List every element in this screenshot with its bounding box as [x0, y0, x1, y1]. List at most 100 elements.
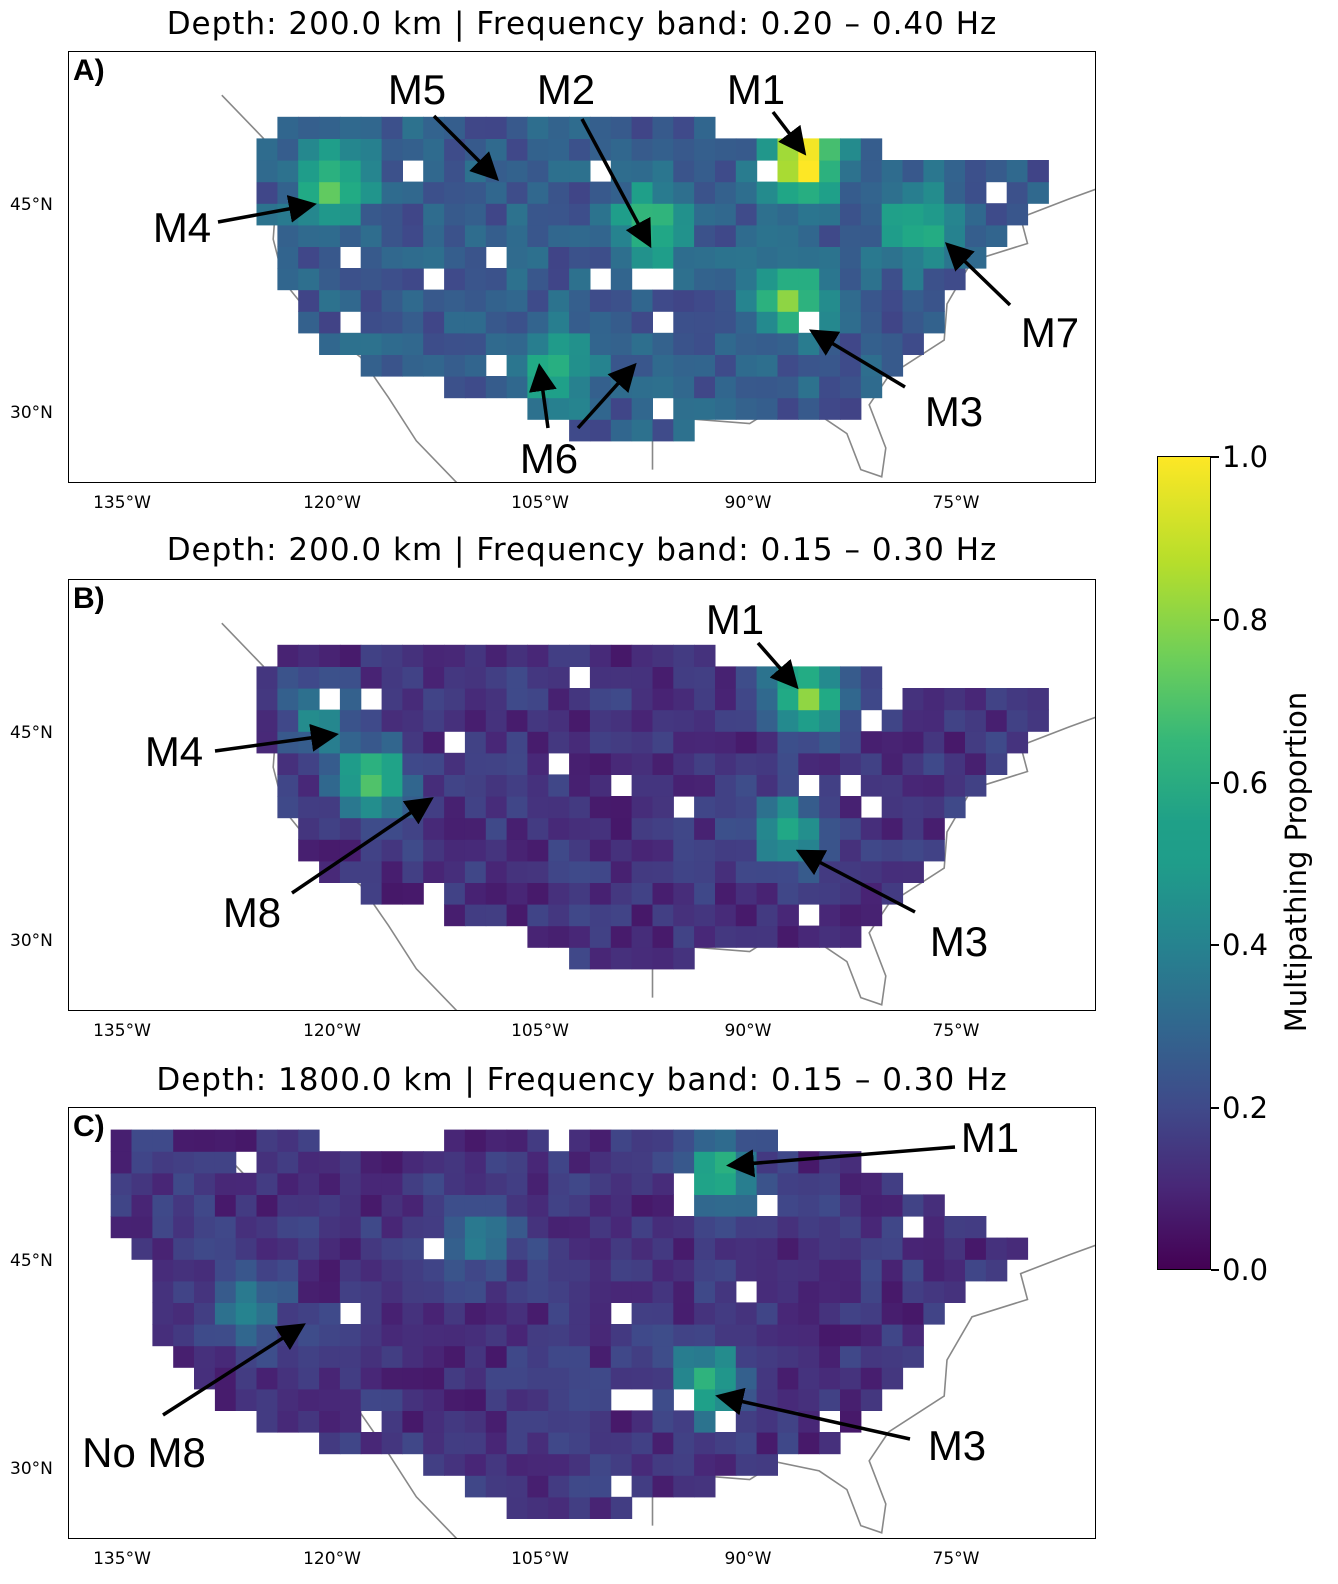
heatmap-cell: [860, 332, 883, 355]
heatmap-cell: [423, 289, 445, 312]
heatmap-cell: [360, 1432, 383, 1455]
heatmap-cell: [506, 1280, 528, 1303]
heatmap-cell: [360, 752, 383, 775]
heatmap-cell: [631, 644, 653, 667]
heatmap-cell: [735, 160, 758, 183]
heatmap-cell: [444, 203, 466, 226]
heatmap-cell: [485, 1302, 508, 1325]
x-tick: 135°W: [93, 1549, 151, 1569]
heatmap-cell: [652, 116, 674, 139]
heatmap-cell: [173, 1216, 195, 1239]
heatmap-cell: [923, 1194, 945, 1217]
heatmap-cell: [673, 947, 695, 970]
heatmap-cell: [360, 1345, 383, 1368]
heatmap-cell: [610, 1453, 633, 1476]
heatmap-cell: [985, 731, 1008, 754]
heatmap-cell: [694, 1410, 716, 1433]
heatmap-cell: [464, 1432, 487, 1455]
heatmap-cell: [631, 666, 653, 689]
heatmap-cell: [506, 1129, 528, 1152]
label-m4-b: M4: [144, 728, 204, 775]
heatmap-cell: [902, 1345, 924, 1368]
heatmap-cell: [464, 332, 487, 355]
heatmap-cell: [652, 817, 674, 840]
heatmap-cell: [506, 1388, 528, 1411]
heatmap-cell: [464, 817, 487, 840]
heatmap-cell: [110, 1216, 133, 1239]
heatmap-cell: [673, 1324, 695, 1347]
heatmap-cell: [214, 1388, 237, 1411]
heatmap-cell: [319, 1302, 341, 1325]
heatmap-cell: [527, 1367, 549, 1390]
heatmap-cell: [548, 1259, 570, 1282]
heatmap-cell: [756, 709, 778, 732]
heatmap-cell: [860, 1216, 883, 1239]
heatmap-cell: [735, 1324, 758, 1347]
heatmap-cell: [715, 839, 737, 862]
heatmap-cell: [527, 1259, 549, 1282]
heatmap-cell: [464, 1216, 487, 1239]
heatmap-cell: [402, 774, 424, 797]
heatmap-cell: [589, 817, 612, 840]
heatmap-cell: [527, 731, 549, 754]
heatmap-cell: [881, 1302, 904, 1325]
heatmap-cell: [777, 1388, 799, 1411]
heatmap-cell: [527, 1496, 549, 1519]
heatmap-cell: [589, 1432, 612, 1455]
heatmap-cell: [360, 1194, 383, 1217]
heatmap-cell: [735, 709, 758, 732]
heatmap-cell: [1006, 1237, 1029, 1260]
heatmap-cell: [319, 1259, 341, 1282]
heatmap-cell: [589, 688, 612, 711]
heatmap-cell: [569, 839, 591, 862]
heatmap-cell: [923, 817, 945, 840]
heatmap-cell: [881, 731, 904, 754]
heatmap-cell: [777, 752, 799, 775]
heatmap-cell: [631, 774, 653, 797]
heatmap-cell: [173, 1324, 195, 1347]
heatmap-cell: [506, 666, 528, 689]
heatmap-cell: [360, 796, 383, 819]
heatmap-cell: [569, 752, 591, 775]
arrow-m3-a: [808, 329, 906, 389]
heatmap-cell: [152, 1194, 174, 1217]
heatmap-cell: [715, 181, 737, 204]
heatmap-cell: [840, 160, 862, 183]
heatmap-cell: [527, 1216, 549, 1239]
heatmap-cell: [589, 1259, 612, 1282]
heatmap-cell: [485, 203, 508, 226]
heatmap-cell: [694, 731, 716, 754]
heatmap-cell: [256, 1410, 278, 1433]
heatmap-cell: [819, 376, 841, 399]
heatmap-cell: [819, 268, 841, 291]
heatmap-cell: [798, 882, 820, 905]
heatmap-cell: [589, 203, 612, 226]
heatmap-cell: [652, 354, 674, 377]
heatmap-cell: [548, 1388, 570, 1411]
heatmap-cell: [798, 203, 820, 226]
heatmap-cell: [173, 1302, 195, 1325]
heatmap-cell: [694, 666, 716, 689]
heatmap-cell: [381, 774, 403, 797]
heatmap-cell: [506, 1237, 528, 1260]
heatmap-cell: [631, 752, 653, 775]
heatmap-cell: [715, 289, 737, 312]
heatmap-cell: [1006, 688, 1029, 711]
heatmap-cell: [402, 1194, 424, 1217]
heatmap-cell: [381, 796, 403, 819]
heatmap-cell: [444, 1453, 466, 1476]
heatmap-cell: [715, 160, 737, 183]
heatmap-cell: [360, 224, 383, 247]
heatmap-cell: [152, 1172, 174, 1195]
heatmap-cell: [277, 1388, 299, 1411]
heatmap-cell: [715, 1280, 737, 1303]
heatmap-cell: [444, 1367, 466, 1390]
heatmap-cell: [464, 860, 487, 883]
heatmap-cell: [381, 709, 403, 732]
heatmap-cell: [444, 709, 466, 732]
heatmap-cell: [152, 1237, 174, 1260]
heatmap-cell: [798, 1172, 820, 1195]
heatmap-cell: [631, 397, 653, 420]
heatmap-cell: [819, 1302, 841, 1325]
heatmap-cell: [256, 688, 278, 711]
